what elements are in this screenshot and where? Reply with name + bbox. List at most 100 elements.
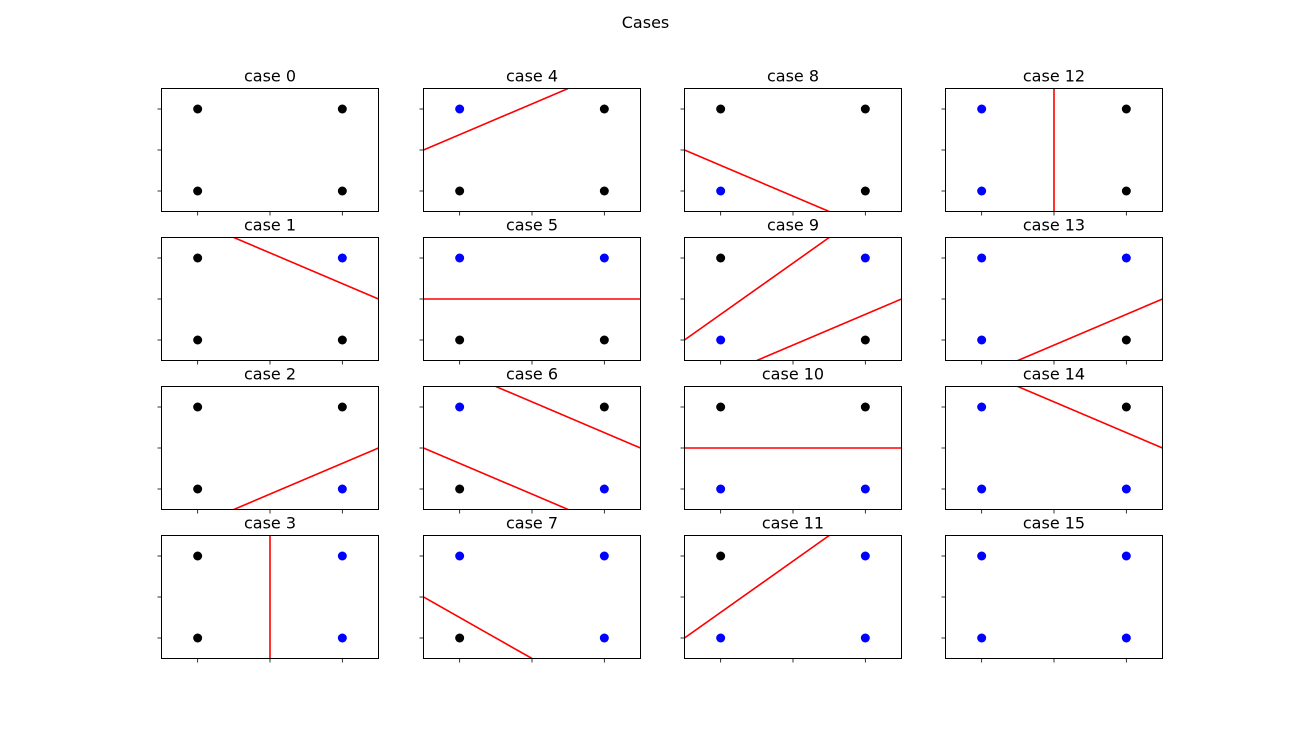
axes-frame [684,386,902,510]
data-point-blue [455,104,465,114]
subplot-case-9: case 9 [680,216,902,365]
subplot-case-14: case 14 [941,365,1163,514]
subplot-title: case 7 [506,514,558,533]
plot-area [423,551,609,659]
subplot-case-13: case 13 [941,216,1163,365]
subplot-title: case 8 [767,67,819,86]
data-point-black [193,402,203,412]
subplot-title: case 15 [1023,514,1085,533]
axes-frame [423,88,641,212]
data-point-black [860,335,870,345]
subplot-title: case 6 [506,365,558,384]
plot-area [977,551,1131,643]
plot-area [193,237,379,345]
plot-area [193,535,347,659]
subplot-title: case 12 [1023,67,1085,86]
plot-area [193,402,379,510]
subplot-title: case 1 [244,216,296,235]
data-point-black [193,633,203,643]
axes-frame [945,535,1163,659]
plot-area [423,386,641,510]
data-point-black [599,186,609,196]
subplot-title: case 13 [1023,216,1085,235]
separator-line [684,149,830,212]
data-point-black [1121,335,1131,345]
separator-line [423,447,569,510]
data-point-black [599,104,609,114]
data-point-blue [860,633,870,643]
data-point-black [455,633,465,643]
subplot-case-8: case 8 [680,67,902,216]
axes-frame [161,535,379,659]
separator-line [495,386,641,449]
subplot-title: case 9 [767,216,819,235]
data-point-black [599,335,609,345]
data-point-blue [716,633,726,643]
plot-area [684,535,870,643]
data-point-blue [599,633,609,643]
subplot-case-6: case 6 [419,365,641,514]
data-point-black [455,484,465,494]
data-point-blue [716,484,726,494]
data-point-blue [716,186,726,196]
data-point-black [455,186,465,196]
data-point-black [193,484,203,494]
axes-frame [161,88,379,212]
separator-line [423,596,533,659]
data-point-blue [977,402,987,412]
data-point-blue [337,484,347,494]
separator-line [756,298,902,361]
data-point-blue [860,484,870,494]
subplot-title: case 3 [244,514,296,533]
data-point-black [337,335,347,345]
separator-line [423,88,569,151]
data-point-blue [716,335,726,345]
data-point-black [193,104,203,114]
subplot-case-5: case 5 [419,216,641,365]
data-point-black [1121,104,1131,114]
data-point-black [193,253,203,263]
data-point-black [337,186,347,196]
axes-frame [423,386,641,510]
axes-frame [945,237,1163,361]
axes-frame [945,88,1163,212]
plot-area [684,402,902,494]
data-point-blue [1121,484,1131,494]
data-point-black [860,402,870,412]
data-point-blue [455,551,465,561]
plot-area [193,104,347,196]
separator-line [233,447,379,510]
axes-frame [161,386,379,510]
axes-frame [161,237,379,361]
plot-area [423,88,609,196]
subplot-case-15: case 15 [941,514,1163,663]
data-point-black [193,335,203,345]
data-point-blue [337,253,347,263]
separator-line [1017,298,1163,361]
axes-frame [684,237,902,361]
data-point-blue [599,253,609,263]
data-point-black [193,186,203,196]
data-point-black [716,104,726,114]
separator-line [684,237,830,341]
subplot-case-10: case 10 [680,365,902,514]
data-point-blue [977,335,987,345]
data-point-black [599,402,609,412]
subplot-case-3: case 3 [157,514,379,663]
subplot-title: case 11 [762,514,824,533]
subplot-case-7: case 7 [419,514,641,663]
axes-frame [684,88,902,212]
subplot-case-4: case 4 [419,67,641,216]
plot-area [977,88,1131,212]
data-point-blue [337,633,347,643]
axes-frame [684,535,902,659]
data-point-blue [455,402,465,412]
data-point-black [860,104,870,114]
axes-frame [945,386,1163,510]
data-point-black [455,335,465,345]
data-point-blue [599,551,609,561]
subplot-title: case 5 [506,216,558,235]
plot-area [684,237,902,361]
data-point-blue [977,633,987,643]
plot-area [977,386,1163,494]
